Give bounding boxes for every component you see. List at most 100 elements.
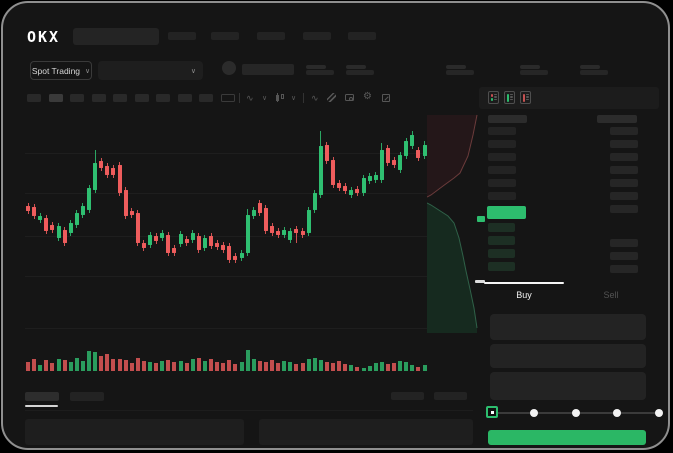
market-type-dropdown[interactable]: Spot Trading ∨ [30,61,92,80]
slider-tick[interactable] [572,409,580,417]
stat-label-skeleton [520,65,540,69]
nav-item-skeleton[interactable] [211,32,239,40]
bottom-action-skeleton[interactable] [391,392,424,400]
stat-label-skeleton [446,65,466,69]
candle [318,146,323,195]
timeframe-skeleton[interactable] [156,94,170,102]
bottom-tab-order-history[interactable] [70,392,104,401]
timeframe-skeleton[interactable] [177,94,192,102]
okx-logo[interactable]: OKX [27,28,61,46]
volume-bar [99,356,104,371]
stat-value-skeleton [520,70,548,75]
candle [324,145,329,161]
candle [190,233,195,240]
buy-submit-button[interactable] [488,430,646,445]
candle [135,213,140,243]
depth-asks-line [427,114,478,198]
price-input[interactable] [490,314,646,340]
slider-tick[interactable] [655,409,663,417]
volume-bar [178,361,183,371]
depth-bids-line [427,202,478,329]
orderbook-view-both-icon[interactable] [488,91,499,104]
candle [379,150,384,180]
volume-bar [318,360,323,371]
slider-tick[interactable] [530,409,538,417]
volume-bar [355,367,360,371]
timeframe-skeleton[interactable] [134,94,149,102]
timeframe-skeleton[interactable] [220,94,235,102]
nav-item-skeleton[interactable] [257,32,285,40]
candle [306,210,311,233]
bottom-tab-open-orders[interactable] [25,392,59,401]
candle [276,231,281,235]
pair-selector-dropdown[interactable]: ∨ [98,61,203,80]
orderbook-view-bids-icon[interactable] [504,91,515,104]
volume-bar [263,362,268,371]
orderbook-trade-row [610,153,638,161]
chevron-down-icon[interactable]: ∨ [262,95,268,102]
candle [178,234,183,244]
candle [288,231,293,240]
tab-sell[interactable]: Sell [603,290,619,300]
candlestick-chart[interactable] [25,111,429,335]
volume-bar [148,362,152,371]
slider-tick[interactable] [613,409,621,417]
volume-bar [251,359,256,371]
volume-bar [361,368,366,371]
market-type-label: Spot Trading [31,65,81,76]
candle [263,208,268,231]
timeframe-skeleton[interactable] [27,94,41,102]
volume-bar [306,359,311,371]
camera-screenshot-icon[interactable] [345,94,354,101]
volume-bar [38,365,43,371]
candle [312,193,317,210]
candle [239,253,244,258]
volume-bar [398,361,403,371]
orderbook-view-asks-icon[interactable] [520,91,531,104]
orderbook-ask-row [488,140,516,148]
candle-type-icon[interactable] [276,93,284,102]
timeframe-skeleton[interactable] [91,94,106,102]
search-input[interactable] [73,28,159,45]
nav-item-skeleton[interactable] [303,32,331,40]
chevron-down-icon[interactable]: ∨ [291,95,297,102]
timeframe-skeleton[interactable] [48,94,63,102]
orderbook-last-price-bar[interactable] [487,206,526,219]
volume-bar [62,360,67,371]
fullscreen-icon[interactable] [382,94,390,102]
line-style-icon[interactable]: ∿ [246,93,254,103]
volume-bar [93,352,98,371]
gear-icon[interactable]: ⚙ [363,91,372,102]
volume-bar [74,358,79,371]
indicator-wave-icon[interactable]: ∿ [311,93,319,103]
timeframe-skeleton[interactable] [70,94,84,102]
orderbook-trade-row [610,166,638,174]
volume-bar [87,351,91,371]
tab-buy[interactable]: Buy [516,290,532,300]
volume-bar [105,354,110,371]
timeframe-skeleton[interactable] [113,94,127,102]
volume-bar [337,361,342,371]
volume-bar [215,362,220,371]
nav-item-skeleton[interactable] [168,32,196,40]
volume-bar [257,361,262,371]
amount-input[interactable] [490,344,646,368]
candle [26,206,30,211]
total-input[interactable] [490,372,646,400]
drawing-tools-icon[interactable] [327,93,336,102]
candle [416,150,421,158]
orderbook-left-header-skeleton [488,115,527,123]
amount-slider-handle[interactable] [486,406,498,418]
nav-item-skeleton[interactable] [348,32,376,40]
candle [148,235,152,245]
candle [251,210,256,216]
timeframe-skeleton[interactable] [199,94,213,102]
candle [129,211,134,215]
candle-wick [295,226,297,243]
bottom-action-skeleton[interactable] [434,392,467,400]
volume-bar [196,358,201,371]
volume-bar [324,362,329,371]
candle [331,160,335,185]
volume-bar [270,360,274,371]
stat-value-skeleton [446,70,474,75]
